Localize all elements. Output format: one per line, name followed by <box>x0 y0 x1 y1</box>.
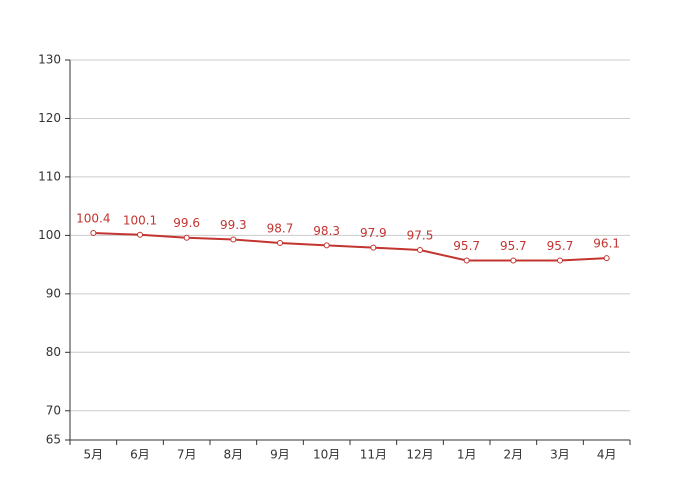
point <box>417 247 423 253</box>
y-tick-label: 120 <box>38 111 61 125</box>
value-label: 100.1 <box>123 213 157 227</box>
x-tick-label: 2月 <box>504 448 524 462</box>
x-tick-label: 11月 <box>360 448 387 462</box>
line <box>93 232 607 262</box>
x-tick-label: 10月 <box>313 448 340 462</box>
y-tick-label: 65 <box>46 433 61 447</box>
y-tick-label: 90 <box>46 286 61 300</box>
value-label: 98.7 <box>267 221 294 235</box>
x-tick-label: 9月 <box>270 448 290 462</box>
point <box>323 242 330 249</box>
value-label: 99.3 <box>220 218 247 232</box>
y-tick-label: 70 <box>46 403 61 417</box>
value-label: 100.4 <box>76 212 110 226</box>
point <box>277 239 283 246</box>
x-tick-label: 5月 <box>84 448 104 462</box>
point <box>230 236 237 243</box>
point <box>557 257 563 264</box>
y-tick-label: 100 <box>38 228 61 242</box>
value-label: 95.7 <box>500 239 527 253</box>
point <box>510 257 517 264</box>
x-tick-label: 12月 <box>406 448 433 462</box>
point <box>463 257 470 264</box>
y-tick-label: 130 <box>38 53 61 67</box>
y-tick-label: 110 <box>38 169 61 183</box>
value-label: 98.3 <box>313 224 340 238</box>
point <box>183 234 190 241</box>
value-label: 97.5 <box>407 229 434 243</box>
x-tick-label: 6月 <box>130 448 150 462</box>
x-tick-label: 3月 <box>550 448 570 462</box>
point <box>90 230 97 237</box>
value-label: 95.7 <box>453 239 480 253</box>
x-tick-label: 7月 <box>177 448 197 462</box>
y-tick-label: 80 <box>46 345 61 359</box>
x-tick-label: 1月 <box>457 448 477 462</box>
point <box>370 244 377 251</box>
point <box>603 255 610 262</box>
point <box>137 231 143 238</box>
value-label: 95.7 <box>547 239 574 253</box>
value-label: 96.1 <box>593 237 620 251</box>
value-label: 99.6 <box>173 216 200 230</box>
x-tick-label: 8月 <box>224 448 244 462</box>
value-label: 97.9 <box>360 226 387 240</box>
x-tick-label: 4月 <box>597 448 617 462</box>
